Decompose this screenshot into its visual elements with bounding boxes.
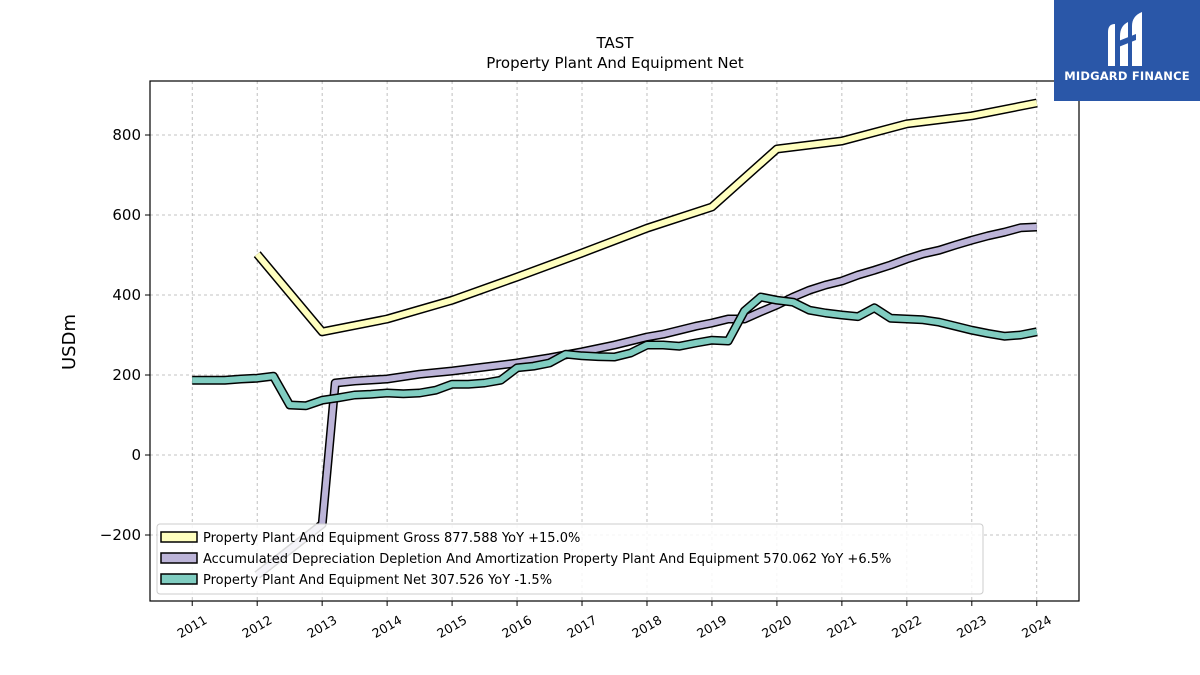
x-tick-label: 2015	[434, 612, 469, 641]
series-layer	[192, 98, 1038, 579]
legend-swatch	[160, 531, 198, 543]
x-tick-label: 2013	[304, 612, 339, 641]
y-tick-label: 600	[112, 206, 141, 224]
y-tick-label: 200	[112, 366, 141, 384]
legend-box	[156, 523, 984, 595]
grid	[150, 81, 1079, 601]
logo-text: MIDGARD FINANCE	[1064, 69, 1190, 83]
logo-mark-icon	[1108, 12, 1142, 66]
x-tick-label: 2012	[239, 612, 274, 641]
x-tick-label: 2020	[759, 612, 794, 641]
x-tick-label: 2021	[824, 612, 859, 641]
y-axis-label: USDm	[59, 314, 80, 370]
midgard-finance-logo: MIDGARD FINANCE	[1054, 0, 1200, 101]
legend-label: Accumulated Depreciation Depletion And A…	[203, 552, 891, 567]
x-tick-label: 2022	[889, 612, 924, 641]
x-tick-label: 2018	[629, 612, 664, 641]
x-tick-label: 2023	[954, 612, 989, 641]
y-tick-label: 400	[112, 286, 141, 304]
legend: Property Plant And Equipment Gross 877.5…	[156, 523, 984, 595]
x-tick-label: 2011	[174, 612, 209, 641]
x-tick-label: 2024	[1019, 612, 1054, 641]
y-axis: −200 0 200 400 600 800	[100, 126, 150, 544]
y-tick-label: −200	[100, 526, 141, 544]
y-tick-label: 800	[112, 126, 141, 144]
x-axis: 2011 2012 2013 2014 2015 2016 2017 2018 2019 2020…	[174, 601, 1054, 641]
legend-swatch	[160, 552, 198, 564]
series-line-3	[192, 294, 1038, 409]
x-tick-label: 2019	[694, 612, 729, 641]
chart-subtitle: Property Plant And Equipment Net	[486, 54, 743, 72]
series-line-1	[254, 100, 1038, 335]
x-tick-label: 2014	[369, 612, 404, 641]
legend-swatch	[160, 573, 198, 585]
legend-label: Property Plant And Equipment Net 307.526…	[203, 573, 552, 588]
x-tick-label: 2017	[564, 612, 599, 641]
y-tick-label: 0	[131, 446, 141, 464]
legend-label: Property Plant And Equipment Gross 877.5…	[203, 531, 580, 546]
series-line-outline	[192, 292, 1038, 411]
plot-frame	[149, 80, 1080, 602]
chart-title: TAST	[596, 34, 635, 52]
x-tick-label: 2016	[499, 612, 534, 641]
